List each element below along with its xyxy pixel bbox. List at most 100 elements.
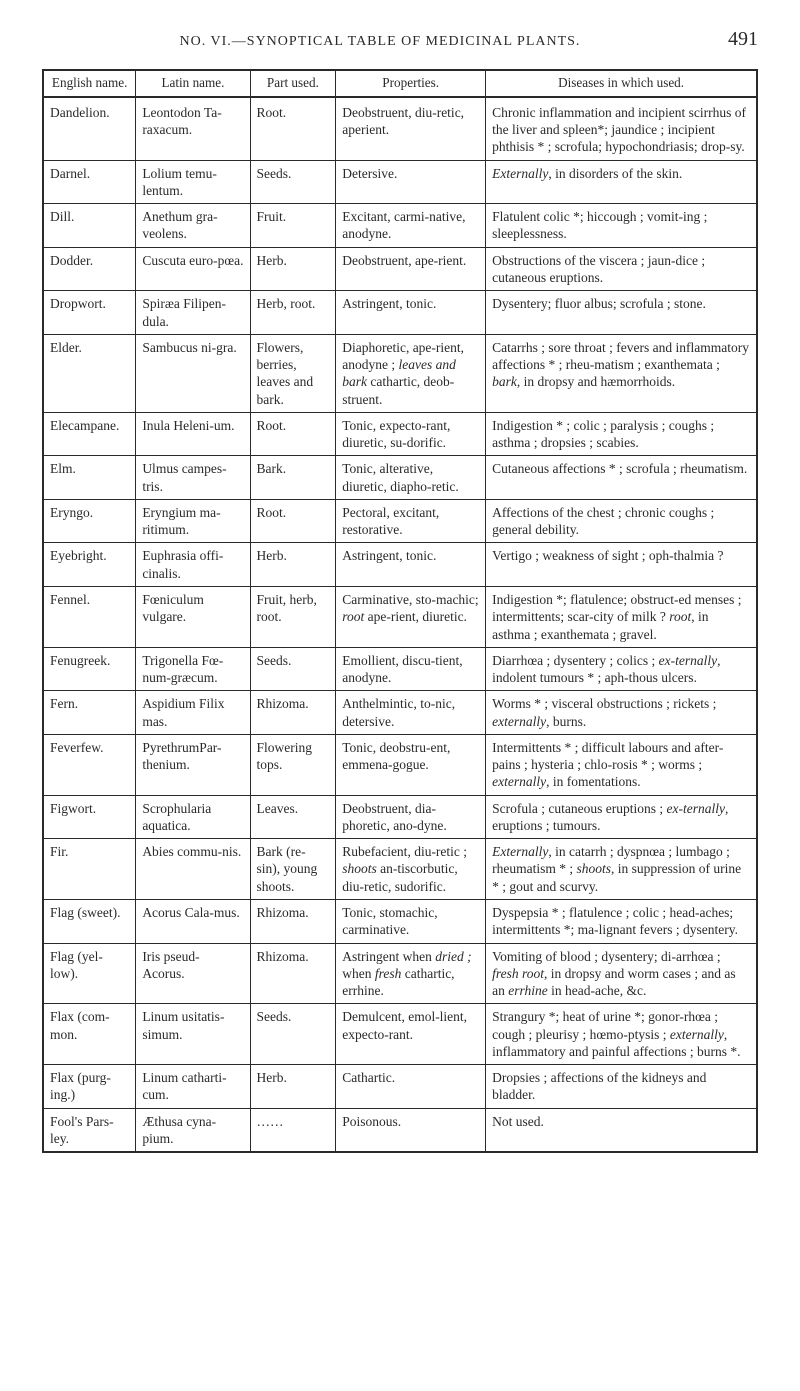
diseases-cell: Dysentery; fluor albus; scrofula ; stone… <box>486 291 757 335</box>
part-used-cell: Root. <box>250 499 336 543</box>
diseases-cell: Flatulent colic *; hiccough ; vomit-ing … <box>486 204 757 248</box>
col-english: English name. <box>43 70 136 97</box>
properties-cell: Tonic, alterative, diuretic, diapho-reti… <box>336 456 486 500</box>
part-used-cell: Rhizoma. <box>250 899 336 943</box>
latin-name-cell: Lolium temu-lentum. <box>136 160 250 204</box>
properties-cell: Pectoral, excitant, restorative. <box>336 499 486 543</box>
english-name-cell: Fennel. <box>43 587 136 648</box>
latin-name-cell: PyrethrumPar-thenium. <box>136 734 250 795</box>
table-row: Dodder.Cuscuta euro-pœa.Herb.Deobstruent… <box>43 247 757 291</box>
properties-cell: Detersive. <box>336 160 486 204</box>
table-header-row: English name. Latin name. Part used. Pro… <box>43 70 757 97</box>
table-row: Dandelion.Leontodon Ta-raxacum.Root.Deob… <box>43 97 757 160</box>
english-name-cell: Elder. <box>43 334 136 412</box>
latin-name-cell: Spiræa Filipen-dula. <box>136 291 250 335</box>
diseases-cell: Obstructions of the viscera ; jaun-dice … <box>486 247 757 291</box>
part-used-cell: Seeds. <box>250 647 336 691</box>
part-used-cell: Flowers, berries, leaves and bark. <box>250 334 336 412</box>
part-used-cell: Seeds. <box>250 160 336 204</box>
properties-cell: Rubefacient, diu-retic ; shoots an-tisco… <box>336 839 486 900</box>
diseases-cell: Vertigo ; weakness of sight ; oph-thalmi… <box>486 543 757 587</box>
table-row: Eyebright.Euphrasia offi-cinalis.Herb.As… <box>43 543 757 587</box>
properties-cell: Tonic, expecto-rant, diuretic, su-dorifi… <box>336 412 486 456</box>
english-name-cell: Dropwort. <box>43 291 136 335</box>
properties-cell: Anthelmintic, to-nic, detersive. <box>336 691 486 735</box>
latin-name-cell: Æthusa cyna-pium. <box>136 1108 250 1152</box>
latin-name-cell: Leontodon Ta-raxacum. <box>136 97 250 160</box>
page-number: 491 <box>728 28 758 51</box>
diseases-cell: Catarrhs ; sore throat ; fevers and infl… <box>486 334 757 412</box>
latin-name-cell: Scrophularia aquatica. <box>136 795 250 839</box>
english-name-cell: Dill. <box>43 204 136 248</box>
english-name-cell: Fenugreek. <box>43 647 136 691</box>
latin-name-cell: Euphrasia offi-cinalis. <box>136 543 250 587</box>
properties-cell: Deobstruent, diu-retic, aperient. <box>336 97 486 160</box>
latin-name-cell: Sambucus ni-gra. <box>136 334 250 412</box>
table-row: Elm.Ulmus campes-tris.Bark.Tonic, altera… <box>43 456 757 500</box>
table-row: Fern.Aspidium Filix mas.Rhizoma.Anthelmi… <box>43 691 757 735</box>
latin-name-cell: Inula Heleni-um. <box>136 412 250 456</box>
part-used-cell: Fruit. <box>250 204 336 248</box>
col-part: Part used. <box>250 70 336 97</box>
diseases-cell: Not used. <box>486 1108 757 1152</box>
english-name-cell: Dandelion. <box>43 97 136 160</box>
part-used-cell: Root. <box>250 412 336 456</box>
table-row: Flag (yel- low).Iris pseud- Acorus.Rhizo… <box>43 943 757 1004</box>
diseases-cell: Vomiting of blood ; dysentery; di-arrhœa… <box>486 943 757 1004</box>
part-used-cell: Herb. <box>250 1065 336 1109</box>
properties-cell: Deobstruent, dia-phoretic, ano-dyne. <box>336 795 486 839</box>
latin-name-cell: Trigonella Fœ-num-græcum. <box>136 647 250 691</box>
english-name-cell: Elecampane. <box>43 412 136 456</box>
english-name-cell: Darnel. <box>43 160 136 204</box>
part-used-cell: Bark. <box>250 456 336 500</box>
latin-name-cell: Aspidium Filix mas. <box>136 691 250 735</box>
diseases-cell: Dropsies ; affections of the kidneys and… <box>486 1065 757 1109</box>
page-header: NO. VI.—SYNOPTICAL TABLE OF MEDICINAL PL… <box>42 28 758 51</box>
part-used-cell: Flowering tops. <box>250 734 336 795</box>
diseases-cell: Strangury *; heat of urine *; gonor-rhœa… <box>486 1004 757 1065</box>
part-used-cell: Herb. <box>250 543 336 587</box>
diseases-cell: Indigestion * ; colic ; paralysis ; coug… <box>486 412 757 456</box>
diseases-cell: Cutaneous affections * ; scrofula ; rheu… <box>486 456 757 500</box>
english-name-cell: Feverfew. <box>43 734 136 795</box>
table-row: Fool's Pars- ley.Æthusa cyna-pium.……Pois… <box>43 1108 757 1152</box>
english-name-cell: Eryngo. <box>43 499 136 543</box>
properties-cell: Astringent, tonic. <box>336 543 486 587</box>
english-name-cell: Fool's Pars- ley. <box>43 1108 136 1152</box>
properties-cell: Emollient, discu-tient, anodyne. <box>336 647 486 691</box>
latin-name-cell: Acorus Cala-mus. <box>136 899 250 943</box>
diseases-cell: Chronic inflammation and incipient scirr… <box>486 97 757 160</box>
col-properties: Properties. <box>336 70 486 97</box>
col-diseases: Diseases in which used. <box>486 70 757 97</box>
english-name-cell: Eyebright. <box>43 543 136 587</box>
latin-name-cell: Cuscuta euro-pœa. <box>136 247 250 291</box>
table-row: Fennel.Fœniculum vulgare.Fruit, herb, ro… <box>43 587 757 648</box>
part-used-cell: Rhizoma. <box>250 943 336 1004</box>
part-used-cell: Herb, root. <box>250 291 336 335</box>
properties-cell: Tonic, stomachic, carminative. <box>336 899 486 943</box>
part-used-cell: Seeds. <box>250 1004 336 1065</box>
diseases-cell: Affections of the chest ; chronic coughs… <box>486 499 757 543</box>
table-row: Dropwort.Spiræa Filipen-dula.Herb, root.… <box>43 291 757 335</box>
running-title: NO. VI.—SYNOPTICAL TABLE OF MEDICINAL PL… <box>42 34 718 50</box>
table-row: Dill.Anethum gra-veolens.Fruit.Excitant,… <box>43 204 757 248</box>
diseases-cell: Externally, in disorders of the skin. <box>486 160 757 204</box>
part-used-cell: Rhizoma. <box>250 691 336 735</box>
table-row: Darnel.Lolium temu-lentum.Seeds.Detersiv… <box>43 160 757 204</box>
part-used-cell: Fruit, herb, root. <box>250 587 336 648</box>
table-row: Flax (purg- ing.)Linum catharti-cum.Herb… <box>43 1065 757 1109</box>
english-name-cell: Figwort. <box>43 795 136 839</box>
latin-name-cell: Linum catharti-cum. <box>136 1065 250 1109</box>
latin-name-cell: Linum usitatis-simum. <box>136 1004 250 1065</box>
english-name-cell: Fir. <box>43 839 136 900</box>
table-row: Eryngo.Eryngium ma-ritimum.Root.Pectoral… <box>43 499 757 543</box>
english-name-cell: Flax (purg- ing.) <box>43 1065 136 1109</box>
table-row: Flax (com- mon.Linum usitatis-simum.Seed… <box>43 1004 757 1065</box>
properties-cell: Astringent when dried ; when fresh catha… <box>336 943 486 1004</box>
part-used-cell: …… <box>250 1108 336 1152</box>
latin-name-cell: Iris pseud- Acorus. <box>136 943 250 1004</box>
english-name-cell: Flax (com- mon. <box>43 1004 136 1065</box>
part-used-cell: Leaves. <box>250 795 336 839</box>
diseases-cell: Diarrhœa ; dysentery ; colics ; ex-terna… <box>486 647 757 691</box>
english-name-cell: Fern. <box>43 691 136 735</box>
